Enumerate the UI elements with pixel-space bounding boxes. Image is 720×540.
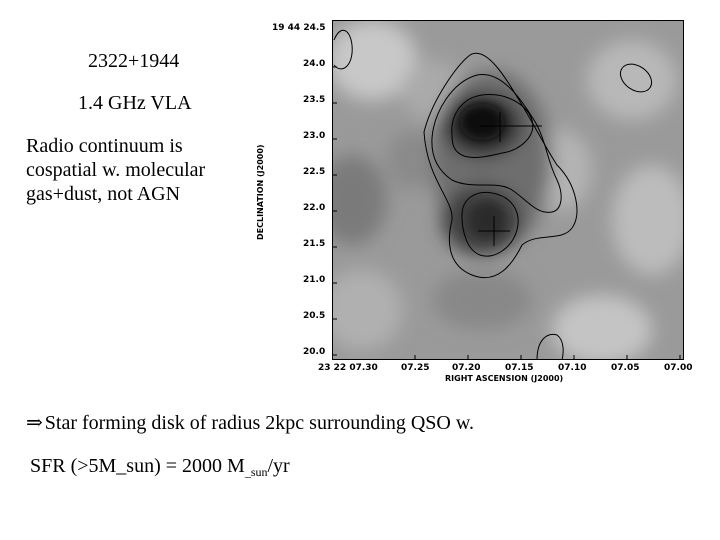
bullet-text: ⇒ Star forming disk of radius 2kpc surrou… — [26, 410, 474, 435]
y-tick-label: 20.0 — [303, 347, 326, 357]
y-tick-label: 21.0 — [303, 275, 326, 285]
x-tick-label: 07.05 — [611, 363, 640, 373]
x-tick-label: 07.20 — [452, 363, 481, 373]
x-axis-label: RIGHT ASCENSION (J2000) — [445, 374, 564, 383]
implies-arrow-icon: ⇒ — [26, 412, 43, 434]
dec-top-label: 19 44 24.5 — [272, 23, 326, 33]
y-tick-label: 22.5 — [303, 167, 326, 177]
note-line: Radio continuum is — [26, 135, 183, 157]
y-tick-label: 20.5 — [303, 311, 326, 321]
y-tick-label: 24.0 — [303, 59, 326, 69]
bullet-text-body: Star forming disk of radius 2kpc surroun… — [44, 412, 474, 434]
note-line: cospatial w. molecular — [26, 159, 206, 181]
x-tick-label: 07.25 — [401, 363, 430, 373]
sfr-suffix: /yr — [267, 455, 290, 477]
x-tick-label: 07.15 — [505, 363, 534, 373]
y-tick-label: 23.0 — [303, 131, 326, 141]
source-title: 2322+1944 — [88, 50, 180, 72]
x-tick-label: 07.00 — [664, 363, 693, 373]
x-tick-label: 07.10 — [558, 363, 587, 373]
sfr-subscript: _sun — [244, 465, 268, 479]
sfr-text: SFR (>5M_sun) = 2000 M_sun/yr — [30, 455, 290, 479]
y-axis-label: DECLINATION (J2000) — [256, 144, 265, 240]
x-tick-label: 23 22 07.30 — [318, 363, 378, 373]
y-tick-label: 23.5 — [303, 95, 326, 105]
sfr-prefix: SFR (>5M_sun) = 2000 M — [30, 455, 245, 477]
note-line: gas+dust, not AGN — [26, 183, 181, 205]
y-tick-label: 22.0 — [303, 203, 326, 213]
note-text: Radio continuum is cospatial w. molecula… — [26, 134, 246, 206]
y-tick-label: 21.5 — [303, 239, 326, 249]
radio-map-image — [332, 20, 684, 360]
frequency-label: 1.4 GHz VLA — [78, 92, 192, 114]
